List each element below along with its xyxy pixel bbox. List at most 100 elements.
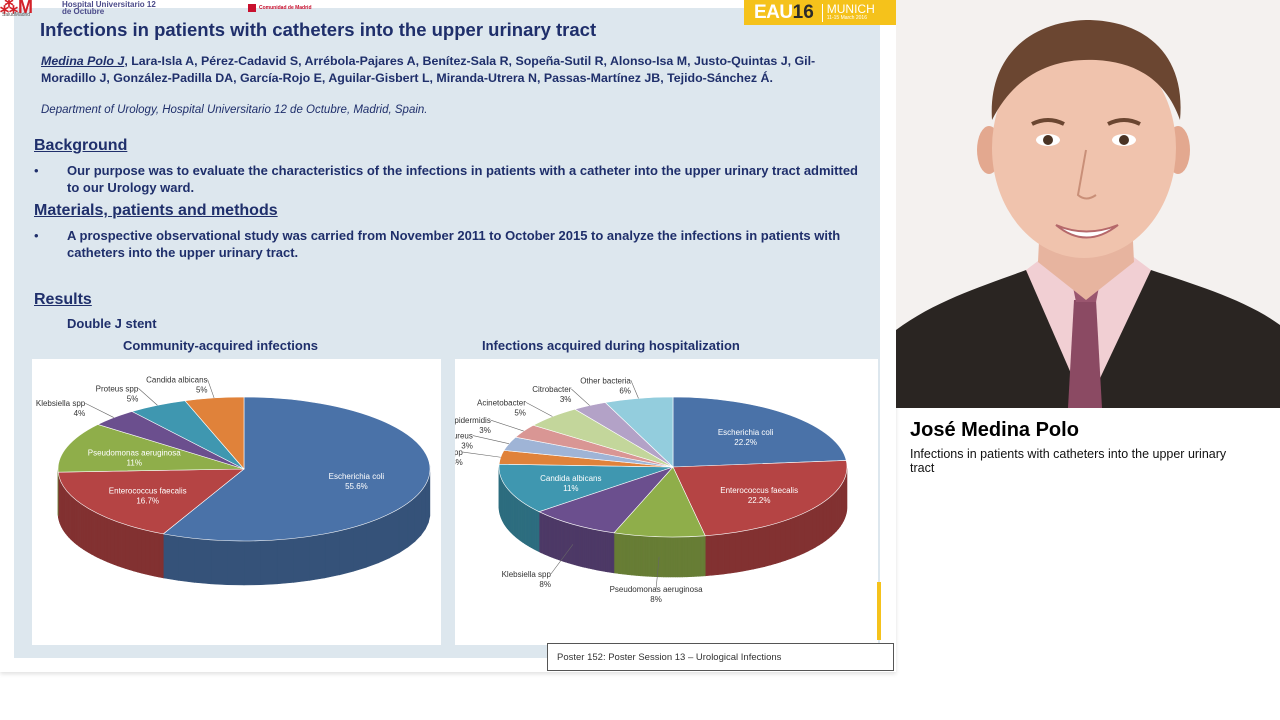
pie-slice-side: [645, 535, 648, 577]
pie-slice-side: [149, 530, 155, 577]
pie-slice-side: [672, 536, 676, 578]
pie-slice-side: [624, 533, 628, 575]
pie-slice-side: [615, 532, 619, 574]
chart-title-hospital: Infections acquired during hospitalizati…: [482, 338, 740, 353]
pie-slice-side: [97, 512, 101, 560]
pie-slice-side: [194, 538, 212, 585]
pie-value-label: 3%: [479, 426, 491, 435]
pie-slice-side: [711, 534, 719, 576]
pie-slice-label: Klebsiella spp: [36, 399, 86, 408]
pie-slice: [184, 396, 245, 470]
pie-value-label: 5%: [196, 385, 208, 394]
pie-slice-side: [602, 530, 606, 572]
pie-leader-line: [550, 544, 574, 575]
pie-slice-side: [227, 540, 245, 586]
pie-slice-side: [833, 490, 837, 535]
pie-slice-side: [605, 531, 608, 573]
pie-leader-line: [525, 402, 553, 417]
pie-slice-side: [753, 527, 760, 570]
pie-slice-side: [729, 531, 737, 574]
pie-slice-side: [686, 536, 690, 578]
pie-slice: [57, 424, 245, 473]
pie-slice-side: [596, 529, 600, 571]
pie-slice-side: [640, 535, 644, 577]
chart-hospital: Escherichia coli 22.2% Enterococcus faecal…: [455, 359, 878, 645]
speaker-photo: [896, 0, 1280, 408]
author-list: Medina Polo J, Lara-Isla A, Pérez-Cadavi…: [41, 53, 866, 87]
pie-slice-side: [794, 514, 800, 558]
pie-slice-side: [85, 506, 90, 554]
salud-madrid-logo: ⁂M SaludMadrid: [0, 0, 33, 18]
co-authors: , Lara-Isla A, Pérez-Cadavid S, Arrébola…: [41, 54, 816, 85]
pie-slice-side: [702, 535, 706, 577]
chart-community: Escherichia coli 55.6% Enterococcus faecal…: [32, 359, 441, 645]
comunidad-madrid-logo: Comunidad de Madrid: [248, 4, 312, 12]
pie-slice-side: [700, 535, 704, 577]
pie-value-label: 8%: [539, 580, 551, 589]
pie-slice-side: [668, 536, 671, 578]
pie-value-label: 5%: [514, 408, 526, 417]
pie-slice-side: [420, 484, 426, 537]
eau-congress-logo: EAU 16 MUNICH 11-15 March 2016: [744, 0, 896, 25]
pie-slice-side: [594, 529, 598, 571]
pie-leader-line: [85, 402, 114, 418]
pie-slice-side: [747, 528, 754, 571]
pie-slice-side: [586, 527, 589, 569]
pie-slice-side: [425, 478, 429, 530]
pie-slice-side: [91, 509, 95, 557]
pie-slice-side: [100, 514, 105, 561]
pie-slice-side: [811, 506, 817, 550]
pie-slice-side: [141, 528, 147, 575]
pie-slice-side: [78, 501, 82, 549]
pie-slice-label: Staphylococcus aureus: [455, 432, 473, 441]
pie-slice-side: [598, 529, 602, 572]
pie-slice-side: [649, 536, 653, 577]
pie-slice-side: [681, 536, 685, 578]
pie-slice-side: [154, 531, 160, 578]
pie-slice-side: [276, 538, 294, 585]
speaker-description: Infections in patients with catheters in…: [910, 447, 1227, 475]
pie-slice-side: [145, 529, 151, 576]
pie-value-label: 22.2%: [734, 438, 757, 447]
section-background-title: Background: [34, 137, 128, 154]
pie-slice-side: [339, 526, 354, 576]
pie-value-label: 6%: [619, 386, 631, 395]
pie-slice-side: [117, 521, 122, 568]
pie-slice-side: [647, 535, 651, 577]
accent-bar: [877, 582, 881, 640]
department: Department of Urology, Hospital Universi…: [41, 104, 428, 116]
pie-slice-side: [132, 526, 138, 573]
pie-slice-side: [642, 535, 646, 577]
pie-value-label: 3%: [455, 458, 463, 467]
pie-slice-side: [113, 520, 119, 567]
pie-slice-side: [780, 519, 786, 563]
pie-slice-side: [723, 532, 731, 575]
pie-value-label: 11%: [563, 484, 578, 493]
pie-slice-side: [665, 536, 669, 578]
pie-slice-side: [790, 516, 796, 560]
pie-value-label: 5%: [127, 394, 139, 403]
pie-slice-side: [83, 504, 87, 552]
pie-slice-side: [825, 497, 830, 542]
pie-slice-side: [822, 499, 827, 544]
pie-slice-label: Staphylococcus epidermidis: [455, 416, 491, 425]
header-logos: ⁂M SaludMadrid Hospital Universitario 12…: [0, 0, 312, 18]
pie-slice-side: [638, 535, 642, 577]
pie-slice-side: [378, 513, 390, 564]
pie-value-label: 4%: [74, 409, 86, 418]
pie-slice-label: Klebsiella spp: [502, 570, 552, 579]
pie-slice-side: [626, 534, 630, 576]
pie-slice-side: [828, 495, 832, 539]
pie-slice-side: [651, 536, 655, 577]
pie-slice-side: [407, 496, 416, 548]
pie-slice-side: [679, 536, 683, 578]
pie-slice-side: [121, 522, 126, 569]
pie-slice-side: [600, 530, 604, 572]
pie-slice-side: [611, 532, 615, 574]
pie-value-label: 11%: [127, 458, 142, 467]
pie-slice-side: [309, 533, 326, 581]
pie-slice-side: [137, 527, 142, 574]
pie-leader-line: [571, 388, 590, 406]
